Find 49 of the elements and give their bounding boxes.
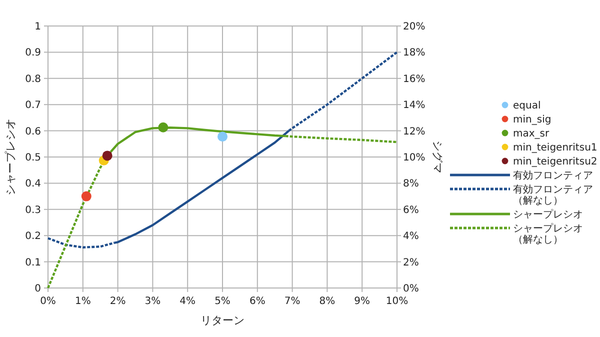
y2-tick-label: 8% (403, 178, 419, 190)
y-tick-label: 0.3 (25, 204, 41, 216)
y2-tick-label: 0% (403, 284, 419, 294)
x-tick-label: 7% (284, 296, 300, 307)
y2-tick-label: 10% (403, 152, 426, 164)
y2-axis-title: シグマ (431, 140, 444, 174)
legend-label: シャープレシオ (513, 208, 583, 220)
x-tick-label: 6% (249, 296, 266, 307)
y-tick-label: 0.9 (25, 48, 41, 59)
y2-tick-label: 6% (403, 204, 419, 216)
y2-tick-label: 12% (403, 126, 426, 138)
x-axis-title: リターン (200, 314, 244, 327)
legend-label: equal (513, 100, 541, 112)
y-axis-title: シャープレシオ (4, 118, 17, 196)
legend-equal: equal (502, 100, 541, 112)
x-tick-label: 0% (40, 296, 56, 307)
x-tick-label: 2% (110, 296, 126, 307)
y-tick-label: 1 (34, 22, 41, 32)
y2-tick-label: 2% (403, 257, 419, 268)
x-tick-label: 8% (319, 296, 336, 307)
x-tick-label: 9% (354, 296, 370, 307)
y2-tick-label: 16% (403, 74, 426, 85)
y-tick-label: 0.5 (25, 152, 41, 164)
point (218, 132, 228, 142)
legend-label: シャープレシオ（解なし） (513, 222, 583, 246)
x-tick-label: 4% (180, 296, 196, 307)
y-tick-label: 0.8 (25, 74, 41, 85)
line-series (113, 130, 290, 244)
legend-label: 有効フロンティア (513, 170, 593, 182)
y-tick-label: 0.2 (25, 231, 41, 242)
legend-label: min_sig (513, 114, 552, 126)
y2-tick-label: 4% (403, 231, 419, 242)
y-tick-label: 0.6 (25, 126, 41, 138)
x-tick-label: 1% (74, 296, 91, 307)
y2-tick-label: 20% (403, 22, 426, 32)
x-tick-label: 5% (214, 296, 230, 307)
point (102, 150, 112, 161)
y-tick-label: 0 (34, 284, 41, 294)
y-tick-label: 0.1 (25, 257, 41, 268)
point (158, 122, 168, 132)
legend-label: 有効フロンティア（解なし） (513, 184, 593, 206)
point (81, 191, 92, 202)
y-tick-label: 0.7 (25, 100, 41, 112)
x-tick-label: 10% (386, 296, 408, 307)
x-tick-label: 3% (144, 296, 161, 307)
legend-label: max_sr (513, 128, 550, 140)
y2-tick-label: 14% (403, 100, 426, 112)
y2-tick-label: 18% (403, 48, 426, 59)
y-tick-label: 0.4 (25, 178, 41, 190)
